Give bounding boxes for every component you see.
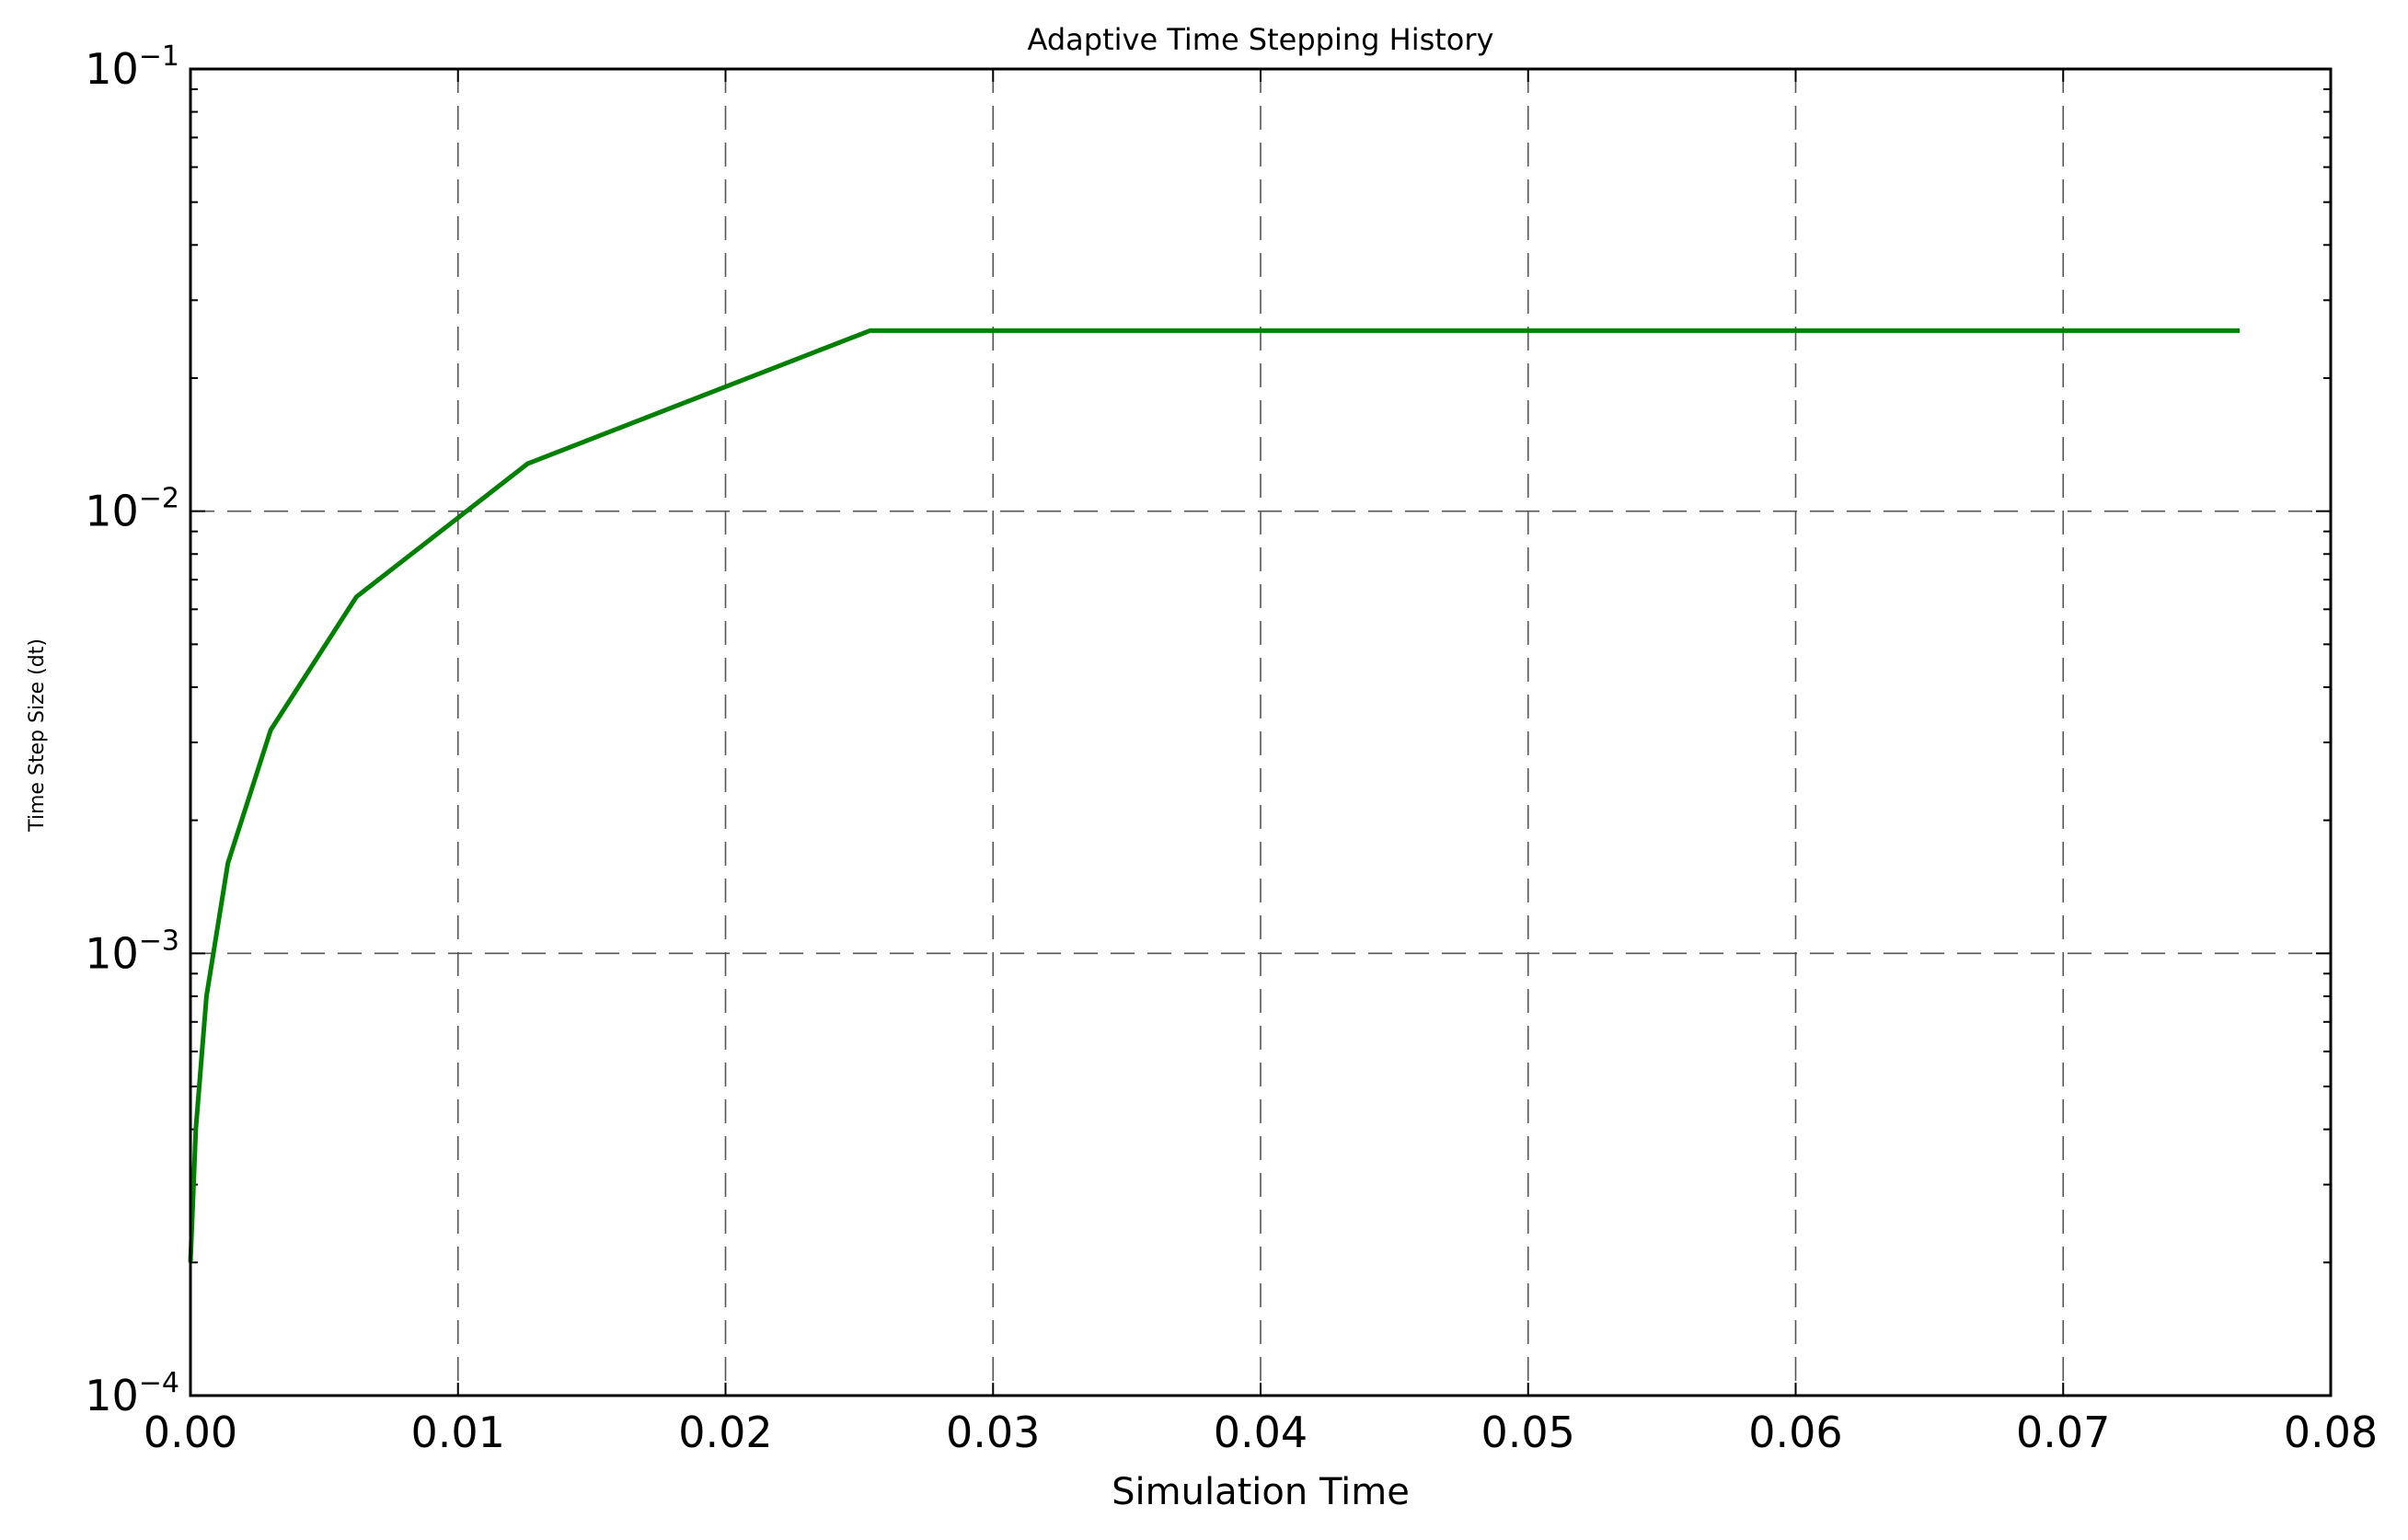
x-tick-label: 0.06	[1748, 1408, 1842, 1457]
y-axis-title: Time Step Size (dt)	[26, 638, 49, 833]
y-tick-label: 10−1	[85, 40, 179, 94]
grid-lines	[190, 69, 2331, 1396]
x-tick-label: 0.08	[2284, 1408, 2378, 1457]
x-tick-label: 0.05	[1481, 1408, 1575, 1457]
y-tick-label: 10−3	[85, 925, 179, 978]
x-tick-label: 0.00	[144, 1408, 237, 1457]
chart-title: Adaptive Time Stepping History	[1028, 22, 1494, 57]
tick-labels: 0.00 0.01 0.02 0.03 0.04 0.05 0.06 0.07 0.08 10−4…	[85, 40, 2378, 1457]
x-tick-label: 0.07	[2016, 1408, 2110, 1457]
plot-frame	[189, 67, 2333, 1397]
x-tick-label: 0.03	[946, 1408, 1040, 1457]
series-lines	[188, 328, 2241, 1263]
x-tick-label: 0.01	[411, 1408, 505, 1457]
x-axis-title: Simulation Time	[1112, 1471, 1410, 1513]
x-tick-label: 0.02	[678, 1408, 772, 1457]
series-line	[188, 328, 2241, 1263]
y-tick-label: 10−4	[85, 1367, 179, 1420]
x-tick-label: 0.04	[1214, 1408, 1308, 1457]
y-tick-label: 10−2	[85, 483, 179, 536]
